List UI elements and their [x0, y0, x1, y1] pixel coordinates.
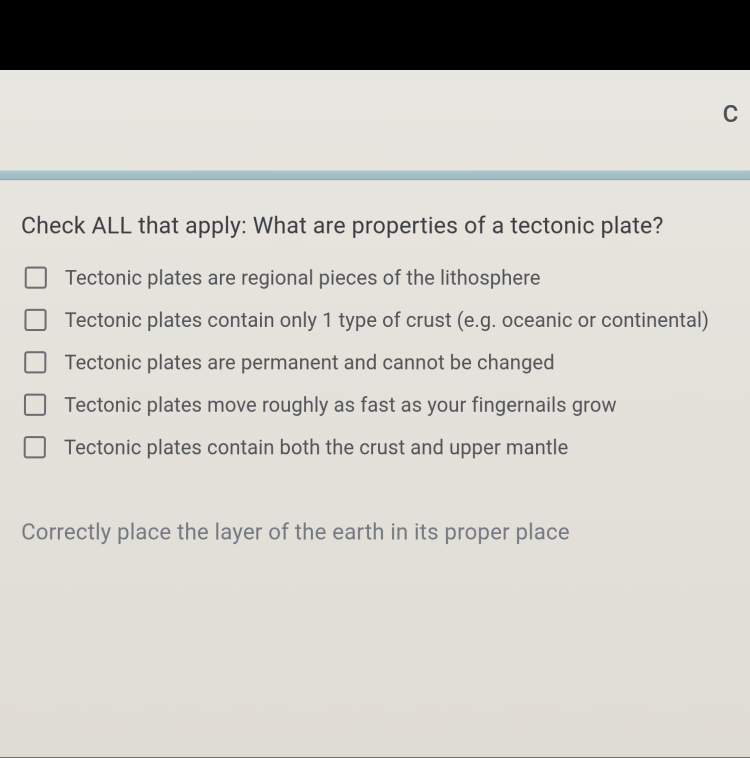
option-row[interactable]: Tectonic plates are regional pieces of t… — [25, 266, 742, 290]
options-list: Tectonic plates are regional pieces of t… — [20, 266, 743, 460]
checkbox[interactable] — [25, 267, 47, 289]
header-bar: C — [0, 70, 750, 170]
checkbox[interactable] — [24, 394, 46, 416]
quiz-screen: C Check ALL that apply: What are propert… — [0, 70, 750, 758]
next-question-text: Correctly place the layer of the earth i… — [19, 520, 743, 545]
corner-letter: C — [723, 100, 739, 128]
checkbox[interactable] — [24, 351, 46, 373]
option-label: Tectonic plates are regional pieces of t… — [65, 266, 541, 290]
option-label: Tectonic plates contain both the crust a… — [64, 435, 569, 459]
content-area: Check ALL that apply: What are propertie… — [0, 180, 750, 566]
option-row[interactable]: Tectonic plates contain both the crust a… — [24, 435, 743, 459]
checkbox[interactable] — [24, 436, 46, 458]
checkbox[interactable] — [24, 309, 46, 331]
question-title: Check ALL that apply: What are propertie… — [21, 212, 741, 239]
option-row[interactable]: Tectonic plates move roughly as fast as … — [24, 393, 742, 417]
option-label: Tectonic plates move roughly as fast as … — [64, 393, 617, 417]
option-row[interactable]: Tectonic plates are permanent and cannot… — [24, 350, 742, 374]
option-label: Tectonic plates contain only 1 type of c… — [65, 308, 710, 332]
option-label: Tectonic plates are permanent and cannot… — [64, 350, 554, 374]
option-row[interactable]: Tectonic plates contain only 1 type of c… — [24, 308, 741, 332]
separator — [0, 170, 750, 180]
